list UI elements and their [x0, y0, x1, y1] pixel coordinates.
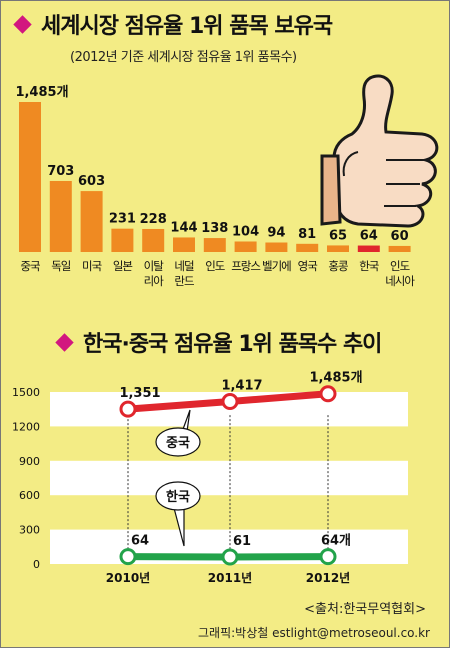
bar-미국 [80, 191, 103, 252]
data-point [319, 548, 337, 566]
section2-title: 한국·중국 점유율 1위 품목수 추이 [83, 332, 382, 357]
y-tick-label: 1200 [12, 420, 40, 433]
graphic-credit: 그래픽:박상철 estlight@metroseoul.co.kr [198, 626, 430, 640]
thumbs-up-icon [320, 74, 439, 228]
data-point [319, 385, 337, 403]
section1-title: 세계시장 점유율 1위 품목 보유국 [41, 14, 333, 39]
section1-subtitle: (2012년 기준 세계시장 점유율 1위 품목수) [70, 50, 297, 65]
series-name-label: 한국 [166, 489, 190, 505]
bar-category-label: 홍콩 [328, 259, 348, 273]
y-tick-label: 900 [19, 455, 40, 468]
china-series-bubble: 중국 [155, 409, 201, 457]
data-point [221, 393, 239, 411]
bar-프랑스 [234, 241, 257, 252]
data-point-label: 64개 [321, 534, 351, 549]
bar-이탈리아 [142, 228, 165, 252]
bar-value-label: 60 [391, 229, 409, 244]
data-point-label: 1,485개 [309, 371, 362, 386]
bar-인도 [203, 238, 226, 252]
bar-category-label: 벨기에 [262, 259, 291, 273]
bar-한국 [357, 245, 380, 252]
x-tick-label: 2012년 [306, 571, 350, 585]
grid-band [50, 460, 408, 496]
series-name-label: 중국 [166, 436, 190, 451]
section1-heading: 세계시장 점유율 1위 품목 보유국 [13, 8, 333, 40]
bar-value-label: 228 [140, 212, 167, 227]
bar-value-label: 703 [47, 164, 74, 179]
y-tick-label: 300 [19, 524, 40, 537]
y-tick-label: 0 [33, 558, 40, 571]
bar-category-label: 프랑스 [231, 259, 260, 273]
bar-category-label: 리아 [144, 274, 165, 288]
bar-value-label: 64 [360, 229, 378, 244]
data-point-label: 61 [233, 534, 251, 549]
bar-value-label: 231 [109, 212, 136, 227]
bar-category-label: 인도 [205, 259, 225, 273]
bar-value-label: 65 [329, 228, 347, 243]
bar-category-label: 미국 [82, 259, 102, 273]
y-tick-label: 600 [19, 489, 40, 502]
bar-category-label: 란드 [174, 274, 194, 288]
bar-value-label: 94 [267, 226, 285, 241]
bar-category-label: 중국 [20, 259, 40, 273]
data-point [119, 548, 137, 566]
bar-category-label: 인도 [390, 259, 410, 273]
bar-네덜란드 [173, 237, 195, 252]
bar-category-label: 영국 [298, 259, 318, 273]
bar-category-label: 독일 [51, 259, 71, 273]
bar-독일 [49, 180, 72, 252]
bar-벨기에 [265, 242, 288, 252]
bar-인도네시아 [388, 245, 411, 252]
data-point-label: 1,417 [221, 379, 262, 394]
data-point-label: 64 [131, 534, 149, 549]
bar-영국 [296, 243, 319, 252]
data-point [221, 548, 239, 566]
section2-heading: 한국·중국 점유율 1위 품목수 추이 [55, 326, 382, 358]
source-note: <출처:한국무역협회> [304, 602, 426, 617]
bar-value-label: 603 [78, 174, 105, 189]
bar-category-label: 네시아 [385, 274, 415, 288]
bar-value-label: 104 [232, 224, 259, 239]
bar-value-label: 138 [201, 221, 228, 236]
bar-홍콩 [327, 245, 349, 252]
y-tick-label: 1500 [12, 386, 40, 399]
bar-category-label: 이탈 [144, 259, 165, 273]
bar-value-label: 1,485개 [15, 85, 68, 100]
bar-value-label: 144 [170, 220, 197, 235]
x-tick-label: 2011년 [208, 571, 252, 585]
bar-category-label: 한국 [359, 259, 379, 273]
bar-일본 [111, 228, 134, 252]
bar-중국 [19, 102, 41, 252]
diamond-bullet-icon [13, 14, 32, 34]
bar-category-label: 네덜 [174, 259, 194, 273]
bar-category-label: 일본 [113, 259, 133, 273]
diamond-bullet-icon [55, 332, 74, 352]
korea-series-bubble: 한국 [155, 481, 201, 547]
bar-value-label: 81 [298, 227, 316, 242]
line-chart: 0 300 600 900 1200 1500 2010년 2011년 2012년 1,351 1,… [12, 371, 408, 585]
x-tick-label: 2010년 [106, 571, 150, 585]
data-point-label: 1,351 [119, 386, 160, 401]
data-point [119, 400, 137, 418]
